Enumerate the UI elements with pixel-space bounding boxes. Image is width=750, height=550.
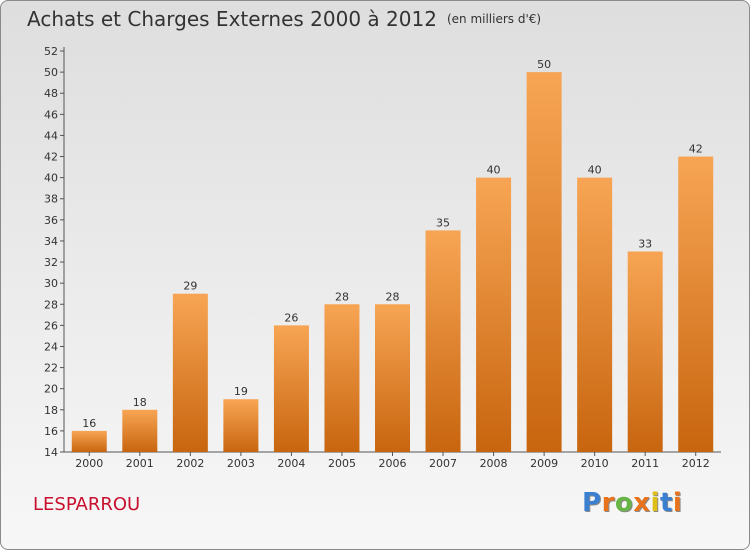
proxiti-logo: Proxiti — [582, 488, 683, 518]
commune-name: LESPARROU — [33, 494, 141, 515]
y-tick-label: 14 — [44, 446, 58, 459]
y-tick-label: 48 — [44, 87, 58, 100]
x-tick-label: 2007 — [429, 457, 457, 470]
bar-value-label: 16 — [82, 417, 96, 430]
y-tick-label: 24 — [44, 340, 58, 353]
y-tick-label: 36 — [44, 214, 58, 227]
y-tick-label: 52 — [44, 45, 58, 58]
chart-title: Achats et Charges Externes 2000 à 2012 — [27, 7, 437, 31]
chart-subtitle: (en milliers d'€) — [446, 12, 542, 26]
x-tick-label: 2003 — [227, 457, 255, 470]
y-tick-label: 32 — [44, 256, 58, 269]
bar-value-label: 50 — [537, 58, 551, 71]
x-tick-label: 2002 — [176, 457, 204, 470]
y-tick-label: 30 — [44, 277, 58, 290]
chart-title-block: Achats et Charges Externes 2000 à 2012 (e… — [27, 7, 541, 31]
x-tick-label: 2008 — [480, 457, 508, 470]
bar-value-label: 42 — [689, 143, 703, 156]
y-tick-label: 22 — [44, 362, 58, 375]
bar-value-label: 40 — [588, 164, 602, 177]
y-tick-label: 20 — [44, 383, 58, 396]
y-tick-label: 18 — [44, 404, 58, 417]
bar-value-label: 19 — [234, 385, 248, 398]
y-tick-label: 38 — [44, 193, 58, 206]
bar-value-label: 18 — [133, 396, 147, 409]
bar — [324, 304, 360, 452]
y-tick-label: 42 — [44, 151, 58, 164]
bar — [172, 293, 208, 452]
bar — [476, 177, 512, 452]
bar — [425, 230, 461, 452]
bar — [678, 156, 714, 453]
x-tick-label: 2001 — [126, 457, 154, 470]
y-tick-label: 28 — [44, 298, 58, 311]
y-tick-label: 50 — [44, 66, 58, 79]
bar-value-label: 33 — [638, 238, 652, 251]
bar — [223, 399, 259, 452]
x-tick-label: 2011 — [631, 457, 659, 470]
y-tick-label: 46 — [44, 108, 58, 121]
y-tick-label: 44 — [44, 129, 58, 142]
x-tick-label: 2012 — [682, 457, 710, 470]
bar-value-label: 26 — [284, 311, 298, 324]
bar-value-label: 35 — [436, 216, 450, 229]
bar — [577, 177, 613, 452]
bar-value-label: 29 — [183, 280, 197, 293]
bar — [375, 304, 410, 452]
bar-value-label: 28 — [386, 290, 400, 303]
x-tick-label: 2005 — [328, 457, 356, 470]
y-tick-label: 16 — [44, 425, 58, 438]
bar-value-label: 28 — [335, 290, 349, 303]
x-tick-label: 2000 — [75, 457, 103, 470]
x-tick-label: 2004 — [277, 457, 305, 470]
x-tick-label: 2009 — [530, 457, 558, 470]
bar — [122, 409, 158, 452]
y-tick-label: 40 — [44, 172, 58, 185]
y-tick-label: 26 — [44, 319, 58, 332]
bar — [627, 251, 663, 452]
x-tick-label: 2006 — [379, 457, 407, 470]
bar — [71, 430, 107, 452]
bar — [526, 72, 562, 453]
x-tick-label: 2010 — [581, 457, 609, 470]
bar-value-label: 40 — [487, 164, 501, 177]
bar — [273, 325, 309, 452]
y-tick-label: 34 — [44, 235, 58, 248]
